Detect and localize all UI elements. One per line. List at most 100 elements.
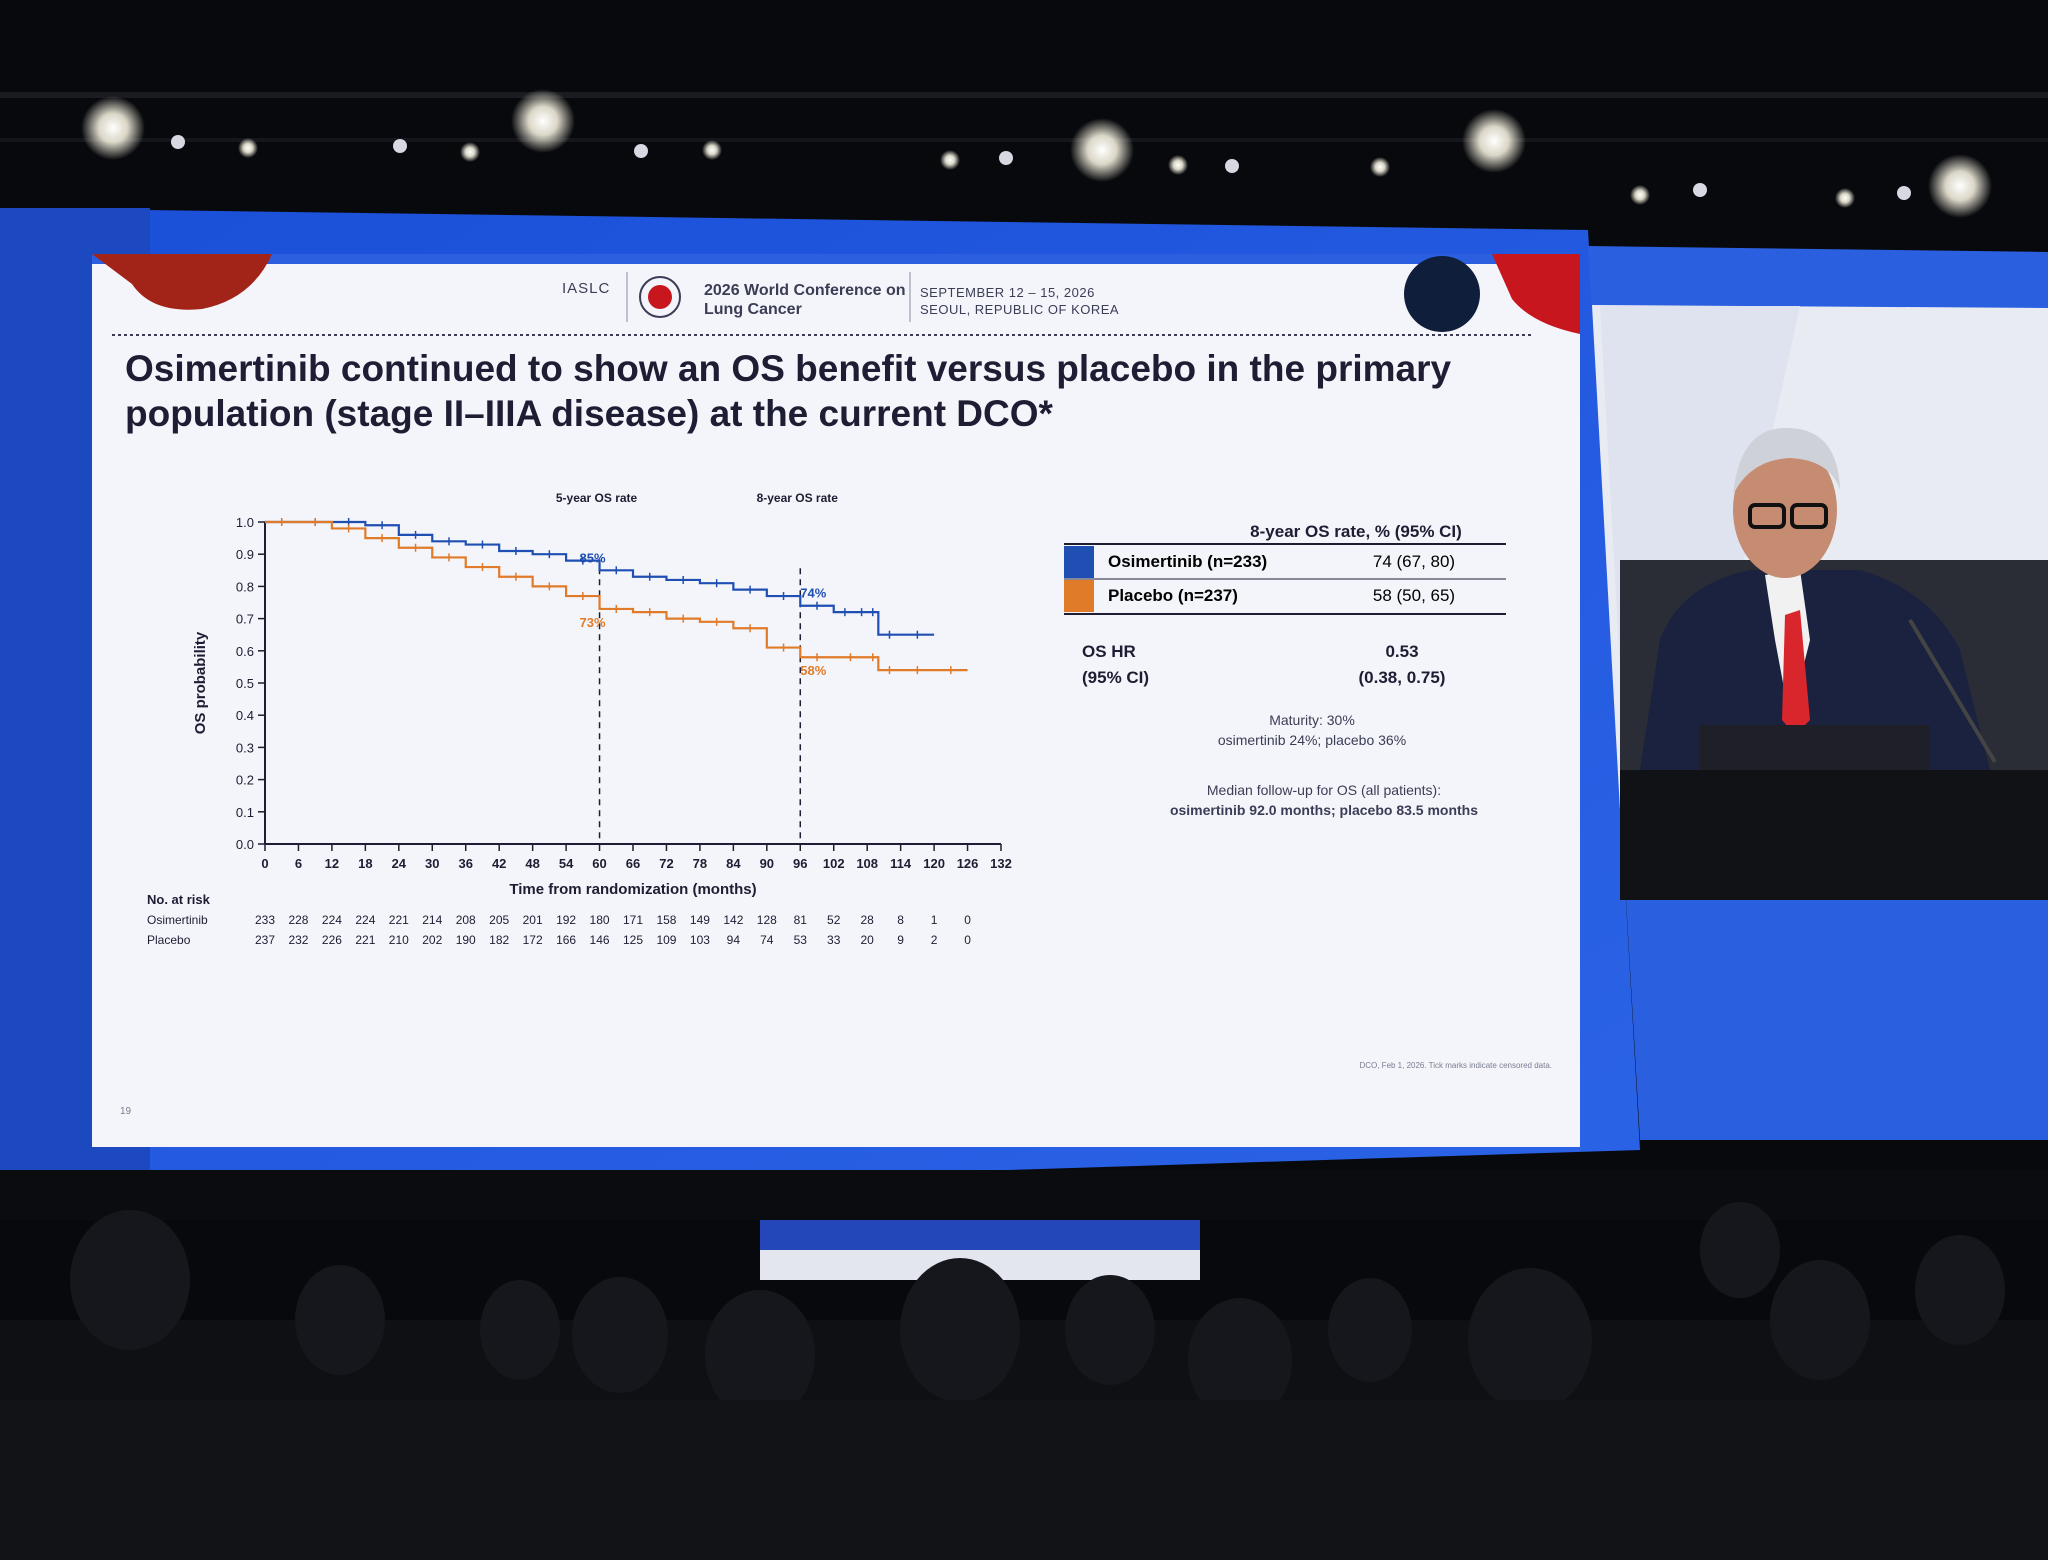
number-at-risk-value: 103 bbox=[690, 933, 710, 947]
number-at-risk-value: 210 bbox=[389, 933, 409, 947]
os-table-value: 58 (50, 65) bbox=[1372, 586, 1456, 605]
number-at-risk-value: 202 bbox=[422, 933, 442, 947]
x-axis-label: Time from randomization (months) bbox=[509, 881, 756, 898]
number-at-risk-value: 182 bbox=[489, 933, 509, 947]
stage-lights bbox=[81, 89, 1992, 218]
number-at-risk-value: 228 bbox=[288, 913, 308, 927]
number-at-risk-value: 128 bbox=[757, 913, 777, 927]
x-tick-label: 0 bbox=[261, 856, 268, 871]
number-at-risk-title: No. at risk bbox=[147, 892, 211, 907]
maturity-line2: osimertinib 24%; placebo 36% bbox=[1217, 732, 1407, 748]
number-at-risk-value: 214 bbox=[422, 913, 442, 927]
slide: IASLC 2026 World Conference on Lung Canc… bbox=[92, 254, 1580, 1147]
number-at-risk-value: 224 bbox=[322, 913, 342, 927]
hr-label-line2: (95% CI) bbox=[1082, 668, 1150, 687]
x-tick-label: 54 bbox=[559, 856, 574, 871]
number-at-risk-value: 81 bbox=[794, 913, 808, 927]
conference-location: SEOUL, REPUBLIC OF KOREA bbox=[920, 302, 1120, 317]
os-table-row-osimertinib: Osimertinib (n=233) 74 (67, 80) bbox=[1064, 546, 1506, 578]
osimertinib-color-swatch bbox=[1064, 546, 1094, 578]
x-tick-label: 90 bbox=[760, 856, 774, 871]
y-tick-label: 1.0 bbox=[236, 515, 254, 530]
x-tick-label: 120 bbox=[923, 856, 945, 871]
x-tick-label: 108 bbox=[856, 856, 878, 871]
os-table-label: Osimertinib (n=233) bbox=[1108, 552, 1268, 571]
maturity-note: Maturity: 30% osimertinib 24%; placebo 3… bbox=[1092, 710, 1532, 750]
y-tick-label: 0.9 bbox=[236, 547, 254, 562]
x-tick-label: 48 bbox=[525, 856, 539, 871]
speaker-video bbox=[1620, 427, 2048, 900]
number-at-risk-value: 221 bbox=[389, 913, 409, 927]
y-axis-label: OS probability bbox=[192, 631, 209, 734]
page-number: 19 bbox=[120, 1106, 132, 1117]
reference-line-label: 5-year OS rate bbox=[556, 491, 638, 505]
y-tick-label: 0.2 bbox=[236, 773, 254, 788]
followup-line1: Median follow-up for OS (all patients): bbox=[1206, 782, 1442, 798]
number-at-risk-value: 94 bbox=[727, 933, 741, 947]
reference-line-label: 8-year OS rate bbox=[757, 491, 839, 505]
x-tick-label: 72 bbox=[659, 856, 673, 871]
x-tick-label: 30 bbox=[425, 856, 439, 871]
y-tick-label: 0.4 bbox=[236, 708, 254, 723]
number-at-risk-value: 226 bbox=[322, 933, 342, 947]
number-at-risk-value: 232 bbox=[288, 933, 308, 947]
os-table-value: 74 (67, 80) bbox=[1372, 552, 1456, 571]
number-at-risk-value: 28 bbox=[861, 913, 875, 927]
x-tick-label: 42 bbox=[492, 856, 506, 871]
number-at-risk-value: 192 bbox=[556, 913, 576, 927]
x-tick-label: 126 bbox=[957, 856, 979, 871]
x-tick-label: 84 bbox=[726, 856, 741, 871]
rate-annotation: 85% bbox=[580, 550, 606, 565]
hr-value-line1: 0.53 bbox=[1385, 642, 1419, 661]
audience bbox=[0, 1202, 2048, 1560]
number-at-risk-value: 158 bbox=[656, 913, 676, 927]
os-table-header: 8-year OS rate, % (95% CI) bbox=[1250, 522, 1462, 541]
number-at-risk-value: 0 bbox=[964, 913, 971, 927]
number-at-risk-value: 224 bbox=[355, 913, 375, 927]
x-tick-label: 102 bbox=[823, 856, 845, 871]
number-at-risk-value: 74 bbox=[760, 933, 774, 947]
maturity-line1: Maturity: 30% bbox=[1269, 712, 1355, 728]
followup-note: Median follow-up for OS (all patients): … bbox=[1084, 780, 1564, 820]
y-tick-label: 0.6 bbox=[236, 644, 254, 659]
number-at-risk-row-label: Osimertinib bbox=[147, 913, 208, 927]
y-tick-label: 0.7 bbox=[236, 612, 254, 627]
hazard-ratio-label: OS HR (95% CI) bbox=[1082, 639, 1202, 691]
number-at-risk-value: 20 bbox=[861, 933, 875, 947]
x-tick-label: 96 bbox=[793, 856, 807, 871]
hr-value-line2: (0.38, 0.75) bbox=[1358, 668, 1446, 687]
number-at-risk-value: 208 bbox=[456, 913, 476, 927]
km-survival-chart: 0.00.10.20.30.40.50.60.70.80.91.00 6 12 18 2… bbox=[147, 491, 1012, 947]
footnote: DCO, Feb 1, 2026. Tick marks indicate ce… bbox=[1359, 1061, 1552, 1070]
number-at-risk-value: 33 bbox=[827, 933, 841, 947]
number-at-risk-value: 149 bbox=[690, 913, 710, 927]
iaslc-logo-text: IASLC bbox=[562, 280, 611, 297]
x-tick-label: 36 bbox=[458, 856, 472, 871]
x-tick-label: 114 bbox=[890, 856, 912, 871]
number-at-risk-value: 9 bbox=[897, 933, 904, 947]
conference-date-range: SEPTEMBER 12 – 15, 2026 bbox=[920, 285, 1095, 300]
number-at-risk-value: 201 bbox=[523, 913, 543, 927]
os-table-label: Placebo (n=237) bbox=[1108, 586, 1238, 605]
x-tick-label: 6 bbox=[295, 856, 302, 871]
series-line-osimertinib bbox=[265, 520, 935, 636]
number-at-risk-value: 180 bbox=[590, 913, 610, 927]
number-at-risk-value: 221 bbox=[355, 933, 375, 947]
conference-name: 2026 World Conference on Lung Cancer bbox=[704, 282, 906, 318]
number-at-risk-value: 8 bbox=[897, 913, 904, 927]
x-tick-label: 24 bbox=[392, 856, 407, 871]
x-tick-label: 60 bbox=[592, 856, 606, 871]
number-at-risk-value: 171 bbox=[623, 913, 643, 927]
number-at-risk-row-label: Placebo bbox=[147, 933, 191, 947]
y-tick-label: 0.3 bbox=[236, 740, 254, 755]
number-at-risk-value: 53 bbox=[794, 933, 808, 947]
number-at-risk-value: 146 bbox=[590, 933, 610, 947]
placebo-color-swatch bbox=[1064, 580, 1094, 612]
os-table-row-placebo: Placebo (n=237) 58 (50, 65) bbox=[1064, 580, 1506, 612]
y-tick-label: 0.1 bbox=[236, 805, 254, 820]
x-tick-label: 18 bbox=[358, 856, 372, 871]
number-at-risk-value: 172 bbox=[523, 933, 543, 947]
slide-header-decor bbox=[92, 254, 1580, 336]
y-tick-label: 0.8 bbox=[236, 579, 254, 594]
hazard-ratio-value: 0.53 (0.38, 0.75) bbox=[1312, 639, 1492, 691]
